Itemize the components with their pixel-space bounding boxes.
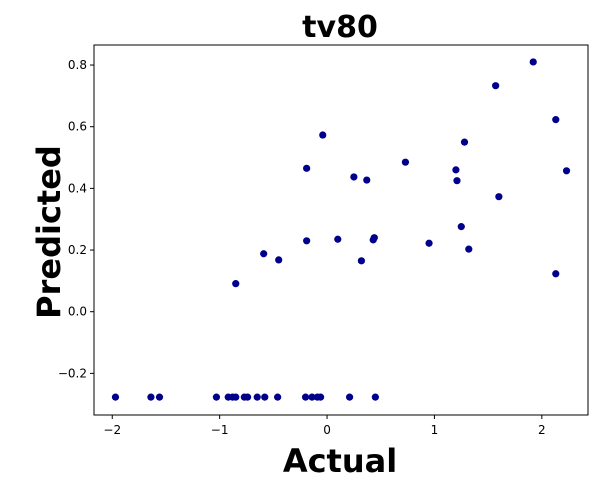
data-point xyxy=(457,223,465,231)
x-tick-label: 1 xyxy=(431,423,439,437)
data-point xyxy=(552,270,560,278)
data-point xyxy=(529,58,537,66)
data-point xyxy=(303,164,311,172)
y-tick-label: 0.2 xyxy=(68,243,87,257)
data-point xyxy=(453,177,461,185)
y-tick-label: 0.0 xyxy=(68,305,87,319)
y-tick-label: 0.4 xyxy=(68,181,87,195)
data-point xyxy=(370,234,378,242)
data-point xyxy=(495,193,503,201)
data-point xyxy=(492,82,500,90)
data-point xyxy=(303,237,311,245)
data-point xyxy=(452,166,460,174)
data-point xyxy=(425,239,433,247)
data-point xyxy=(301,393,310,401)
data-point xyxy=(363,176,371,184)
y-tick-label: −0.2 xyxy=(58,366,87,380)
data-point xyxy=(155,393,164,401)
data-point xyxy=(260,250,268,258)
data-point xyxy=(552,116,560,124)
data-point xyxy=(243,393,252,401)
data-point xyxy=(562,167,571,175)
data-point xyxy=(345,393,354,401)
x-tick-label: −1 xyxy=(211,423,229,437)
data-point xyxy=(212,393,221,401)
data-point xyxy=(371,393,379,401)
data-point xyxy=(357,257,366,265)
y-tick-label: 0.8 xyxy=(68,58,87,72)
data-point xyxy=(232,280,240,288)
plot-area-frame xyxy=(93,44,589,416)
data-point xyxy=(465,245,473,253)
data-point xyxy=(316,393,325,401)
data-point xyxy=(261,393,269,401)
data-point xyxy=(334,235,342,243)
data-point xyxy=(147,393,155,401)
ticks-layer: −2 −1 0 1 2 −0.2 0.0 0.2 0.4 0.6 0.8 xyxy=(58,58,546,437)
data-point xyxy=(319,131,327,139)
data-point xyxy=(401,158,410,166)
y-tick-label: 0.6 xyxy=(68,120,87,134)
data-point xyxy=(232,393,240,401)
data-point xyxy=(308,393,316,401)
data-point xyxy=(111,393,120,401)
chart-title: tv80 xyxy=(302,10,378,45)
x-tick-label: 0 xyxy=(323,423,331,437)
data-point xyxy=(350,173,358,181)
points-layer xyxy=(111,58,571,401)
x-tick-label: 2 xyxy=(538,423,546,437)
y-axis-label: Predicted xyxy=(30,145,68,319)
x-tick-label: −2 xyxy=(103,423,121,437)
data-point xyxy=(275,256,283,264)
data-point xyxy=(274,393,282,401)
data-point xyxy=(460,138,469,146)
x-axis-label: Actual xyxy=(283,442,397,480)
data-point xyxy=(253,393,261,401)
